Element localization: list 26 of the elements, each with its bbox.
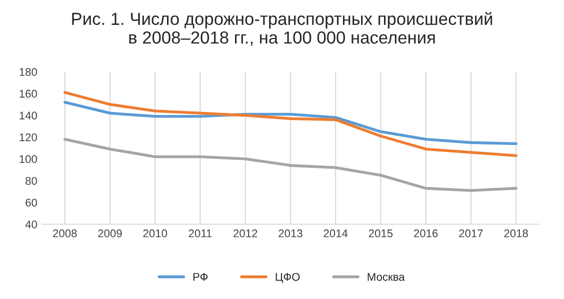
line-series — [63, 91, 518, 158]
x-tick-label: 2010 — [143, 229, 168, 238]
legend-label: РФ — [193, 273, 208, 281]
chart-title: Рис. 1. Число дорожно-транспортных происшествий в 2008–2018 гг., на 100 000 населения — [72, 12, 492, 46]
y-tick-label: 160 — [20, 90, 38, 98]
x-tick-label: 2009 — [98, 229, 122, 238]
y-tick-label: 60 — [26, 198, 38, 207]
y-tick-label: 140 — [20, 112, 38, 120]
x-tick-label: 2012 — [234, 229, 258, 238]
line-series — [63, 138, 518, 192]
y-tick-label: 180 — [20, 68, 38, 76]
y-tick-label: 120 — [20, 133, 38, 142]
line-series — [63, 100, 518, 146]
x-tick-label: 2018 — [504, 229, 528, 238]
y-tick-label: 40 — [25, 220, 38, 228]
x-tick-label: 2014 — [324, 229, 348, 238]
x-tick-label: 2015 — [368, 229, 393, 238]
x-tick-label: 2016 — [414, 229, 438, 238]
y-tick-label: 80 — [26, 176, 38, 185]
y-tick-label: 100 — [20, 155, 38, 164]
x-tick-label: 2013 — [278, 229, 302, 238]
legend-label: Москва — [368, 273, 405, 281]
x-tick-label: 2017 — [459, 229, 483, 238]
x-tick-label: 2011 — [188, 229, 212, 238]
x-tick-label: 2008 — [53, 229, 77, 238]
legend-label: ЦФО — [276, 272, 300, 283]
